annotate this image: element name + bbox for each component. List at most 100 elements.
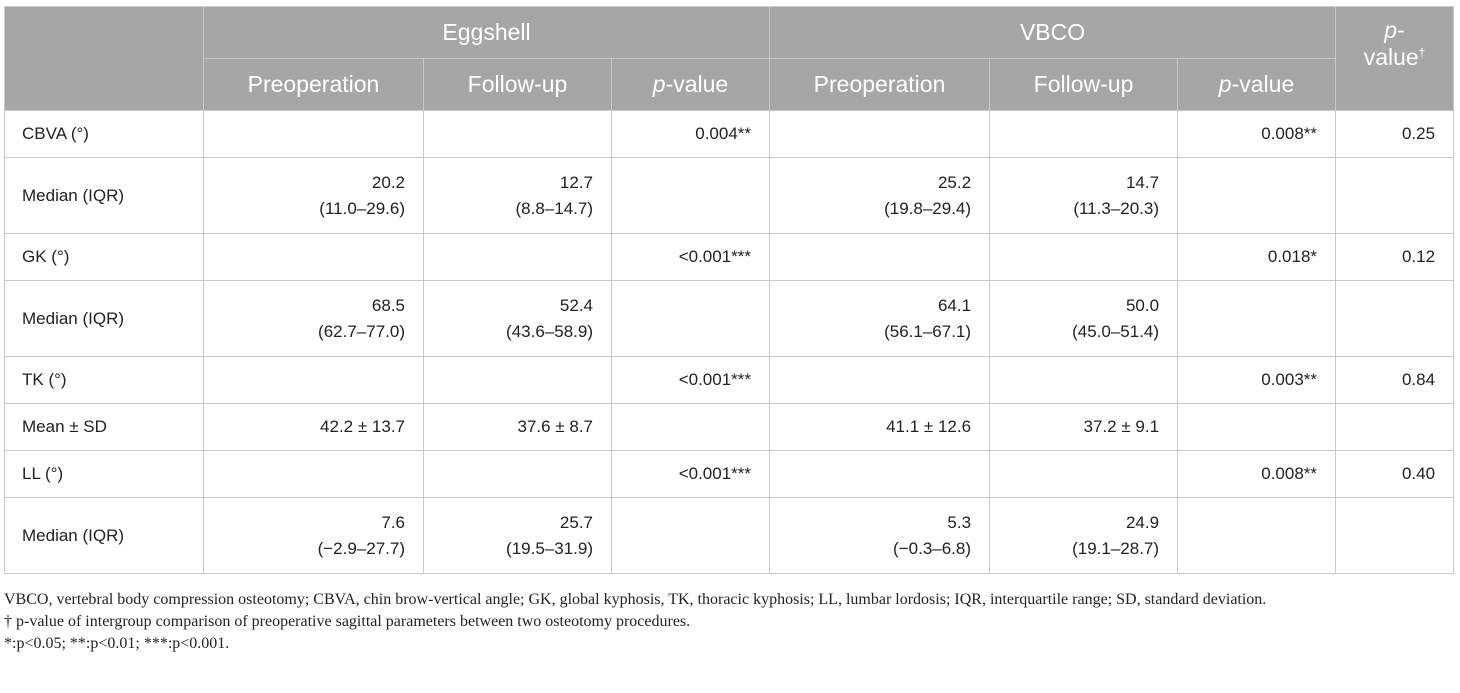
cell-vbco-followup bbox=[989, 450, 1179, 498]
cell-range: (19.5–31.9) bbox=[506, 538, 593, 558]
header-row-groups: Eggshell VBCO p-value† bbox=[4, 6, 1455, 111]
cell-vbco-preop: 25.2 (19.8–29.4) bbox=[769, 157, 991, 234]
cell-egg-pvalue bbox=[610, 157, 771, 234]
cell-egg-pvalue bbox=[610, 403, 771, 451]
table-row: GK (°) <0.001*** 0.018* 0.12 bbox=[4, 233, 1455, 281]
cell-vbco-pvalue bbox=[1177, 497, 1337, 574]
cell-value: 37.6 ± 8.7 bbox=[517, 417, 594, 436]
cell-egg-pvalue: <0.001*** bbox=[610, 233, 771, 281]
cell-vbco-followup bbox=[989, 110, 1179, 158]
cell-intergroup-pvalue bbox=[1335, 497, 1455, 574]
header-egg-preop: Preoperation bbox=[203, 58, 424, 111]
results-table: Eggshell VBCO p-value† Preoperation Foll… bbox=[4, 6, 1455, 574]
cell-vbco-preop bbox=[769, 233, 991, 281]
header-vbco-pvalue: p-value bbox=[1177, 58, 1337, 111]
footnote-dagger: † p-value of intergroup comparison of pr… bbox=[4, 613, 691, 630]
table-row: TK (°) <0.001*** 0.003** 0.84 bbox=[4, 356, 1455, 404]
cell-value: 14.7 bbox=[1125, 172, 1160, 192]
cell-egg-followup: 25.7 (19.5–31.9) bbox=[423, 497, 612, 574]
cell-range: (45.0–51.4) bbox=[1072, 321, 1160, 341]
cell-vbco-followup: 24.9 (19.1–28.7) bbox=[989, 497, 1179, 574]
cell-value: 64.1 bbox=[937, 295, 972, 315]
cell-intergroup-pvalue bbox=[1335, 403, 1455, 451]
cell-egg-preop bbox=[203, 450, 424, 498]
cell-egg-pvalue bbox=[610, 280, 771, 357]
cell-egg-preop: 42.2 ± 13.7 bbox=[203, 403, 424, 451]
header-corner bbox=[4, 6, 204, 111]
cell-egg-preop: 20.2 (11.0–29.6) bbox=[203, 157, 424, 234]
cell-intergroup-pvalue: 0.40 bbox=[1335, 450, 1455, 498]
header-egg-pvalue: p-value bbox=[610, 58, 771, 111]
cell-intergroup-pvalue: 0.84 bbox=[1335, 356, 1455, 404]
cell-range: (19.1–28.7) bbox=[1072, 538, 1160, 558]
cell-intergroup-pvalue: 0.12 bbox=[1335, 233, 1455, 281]
cell-vbco-followup: 50.0 (45.0–51.4) bbox=[989, 280, 1179, 357]
footnote-abbreviations: VBCO, vertebral body compression osteoto… bbox=[4, 591, 1267, 608]
cell-egg-pvalue: 0.004** bbox=[610, 110, 771, 158]
cell-egg-preop bbox=[203, 233, 424, 281]
cell-value: 20.2 bbox=[371, 172, 405, 192]
cell-range: (11.0–29.6) bbox=[319, 198, 405, 218]
header-row-sub: Preoperation Follow-up p-value Preoperat… bbox=[5, 58, 1454, 111]
row-label: LL (°) bbox=[4, 450, 204, 498]
cell-vbco-followup bbox=[989, 233, 1179, 281]
cell-range: (43.6–58.9) bbox=[506, 321, 593, 341]
cell-egg-pvalue: <0.001*** bbox=[610, 450, 771, 498]
cell-egg-preop bbox=[203, 356, 424, 404]
table-row: LL (°) <0.001*** 0.008** 0.40 bbox=[4, 450, 1455, 498]
table-row: Median (IQR) 20.2 (11.0–29.6) 12.7 (8.8–14… bbox=[4, 157, 1455, 234]
cell-intergroup-pvalue: 0.25 bbox=[1335, 110, 1455, 158]
cell-egg-followup: 52.4 (43.6–58.9) bbox=[423, 280, 612, 357]
cell-value: 50.0 bbox=[1125, 295, 1160, 315]
cell-egg-preop: 68.5 (62.7–77.0) bbox=[203, 280, 424, 357]
table-row: Mean ± SD 42.2 ± 13.7 37.6 ± 8.7 41.1 ± … bbox=[4, 403, 1455, 451]
cell-vbco-pvalue: 0.008** bbox=[1177, 110, 1337, 158]
cell-vbco-preop bbox=[769, 450, 991, 498]
row-label: GK (°) bbox=[4, 233, 204, 281]
cell-value: 7.6 bbox=[381, 512, 405, 532]
row-label: Median (IQR) bbox=[4, 157, 204, 234]
p-italic: p bbox=[652, 71, 666, 97]
cell-vbco-pvalue bbox=[1177, 403, 1337, 451]
row-label: CBVA (°) bbox=[4, 110, 204, 158]
cell-vbco-pvalue bbox=[1177, 157, 1337, 234]
cell-range: (11.3–20.3) bbox=[1073, 198, 1160, 218]
row-label: Median (IQR) bbox=[4, 497, 204, 574]
cell-vbco-followup bbox=[989, 356, 1179, 404]
cell-egg-preop: 7.6 (−2.9–27.7) bbox=[203, 497, 424, 574]
cell-vbco-followup: 37.2 ± 9.1 bbox=[989, 403, 1179, 451]
row-label: TK (°) bbox=[4, 356, 204, 404]
cell-range: (−0.3–6.8) bbox=[893, 538, 972, 558]
table-footnotes: VBCO, vertebral body compression osteoto… bbox=[4, 589, 1456, 655]
cell-intergroup-pvalue bbox=[1335, 157, 1455, 234]
p-rest: -value bbox=[1231, 71, 1295, 97]
table-body: CBVA (°) 0.004** 0.008** 0.25 Median (IQ… bbox=[4, 110, 1455, 574]
cell-egg-preop bbox=[203, 110, 424, 158]
cell-value: 68.5 bbox=[371, 295, 405, 315]
footnote-significance: *:p<0.05; **:p<0.01; ***:p<0.001. bbox=[4, 635, 230, 652]
cell-value: 24.9 bbox=[1125, 512, 1160, 532]
cell-value: 52.4 bbox=[559, 295, 593, 315]
header-vbco-followup: Follow-up bbox=[989, 58, 1179, 111]
cell-value: 37.2 ± 9.1 bbox=[1083, 417, 1160, 436]
header-intergroup-pvalue: p-value† bbox=[1335, 6, 1455, 111]
cell-intergroup-pvalue bbox=[1335, 280, 1455, 357]
cell-egg-followup bbox=[423, 356, 612, 404]
cell-range: (56.1–67.1) bbox=[884, 321, 972, 341]
cell-vbco-pvalue: 0.003** bbox=[1177, 356, 1337, 404]
cell-vbco-preop: 41.1 ± 12.6 bbox=[769, 403, 991, 451]
table-row: Median (IQR) 7.6 (−2.9–27.7) 25.7 (19.5–31… bbox=[4, 497, 1455, 574]
dagger-mark: † bbox=[1418, 45, 1426, 60]
cell-vbco-pvalue bbox=[1177, 280, 1337, 357]
cell-value: 5.3 bbox=[947, 512, 972, 532]
p-rest: -value bbox=[1363, 17, 1419, 70]
row-label: Mean ± SD bbox=[4, 403, 204, 451]
cell-vbco-pvalue: 0.008** bbox=[1177, 450, 1337, 498]
header-group-eggshell: Eggshell bbox=[202, 6, 771, 59]
p-italic: p bbox=[1384, 17, 1398, 43]
cell-egg-followup bbox=[423, 450, 612, 498]
table-row: Median (IQR) 68.5 (62.7–77.0) 52.4 (43.6–5… bbox=[4, 280, 1455, 357]
cell-egg-pvalue bbox=[610, 497, 771, 574]
cell-egg-pvalue: <0.001*** bbox=[610, 356, 771, 404]
cell-vbco-preop bbox=[769, 110, 991, 158]
